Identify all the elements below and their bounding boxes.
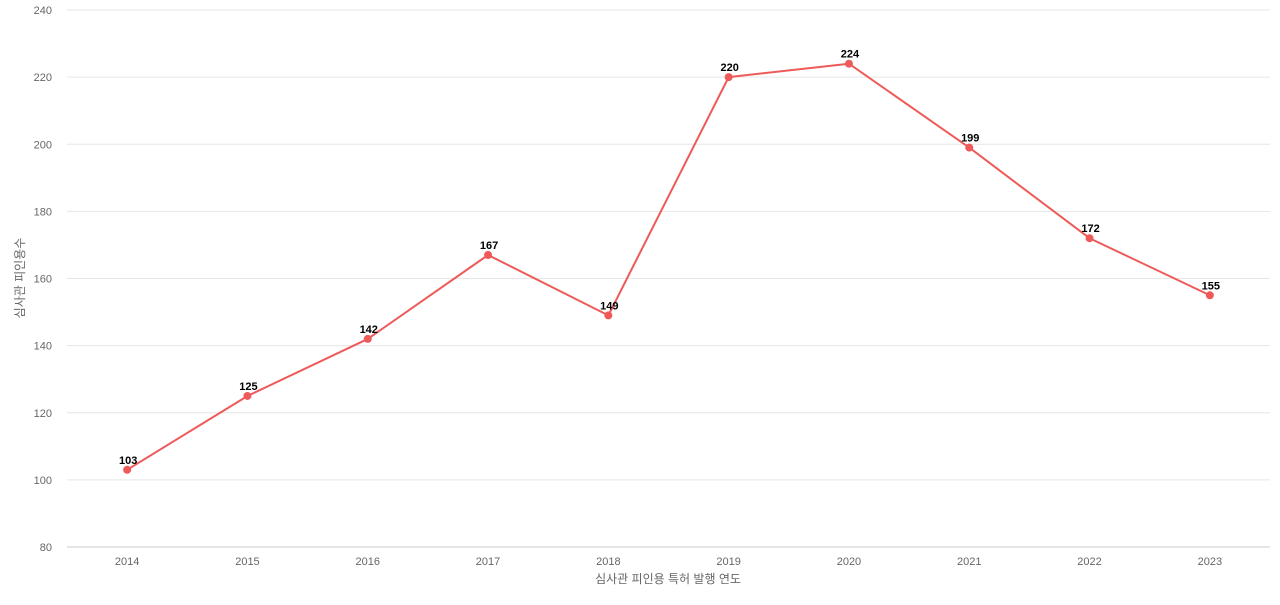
x-tick-label: 2022 bbox=[1077, 556, 1101, 568]
data-label: 149 bbox=[600, 300, 618, 312]
data-label: 224 bbox=[841, 49, 860, 61]
x-tick-label: 2019 bbox=[716, 556, 740, 568]
data-points bbox=[123, 59, 1214, 474]
data-point[interactable] bbox=[724, 73, 733, 82]
y-tick-label: 80 bbox=[40, 542, 52, 554]
y-tick-label: 180 bbox=[34, 206, 52, 218]
y-tick-label: 120 bbox=[34, 408, 52, 420]
data-point[interactable] bbox=[363, 334, 372, 343]
grid-lines bbox=[67, 9, 1270, 548]
data-point[interactable] bbox=[965, 143, 974, 152]
data-label: 142 bbox=[360, 324, 378, 336]
y-tick-label: 220 bbox=[34, 72, 52, 84]
data-labels: 103 125 142 167 149 220 224 199 172 155 bbox=[119, 49, 1220, 467]
data-label: 199 bbox=[961, 133, 979, 145]
series-line bbox=[126, 62, 1211, 471]
x-tick-label: 2020 bbox=[837, 556, 861, 568]
data-label: 167 bbox=[480, 240, 498, 252]
x-tick-label: 2014 bbox=[115, 556, 139, 568]
data-label: 220 bbox=[720, 62, 738, 74]
x-tick-label: 2021 bbox=[957, 556, 981, 568]
x-tick-label: 2018 bbox=[596, 556, 620, 568]
x-axis-ticks: 2014 2015 2016 2017 2018 2019 2020 2021 2022 2023 bbox=[115, 556, 1222, 568]
y-axis-ticks: 80 100 120 140 160 180 200 220 240 bbox=[34, 5, 52, 554]
x-tick-label: 2017 bbox=[476, 556, 500, 568]
x-axis-label: 심사관 피인용 특허 발행 연도 bbox=[595, 571, 741, 586]
data-point[interactable] bbox=[484, 251, 493, 260]
x-tick-label: 2015 bbox=[235, 556, 259, 568]
data-label: 125 bbox=[239, 381, 257, 393]
y-tick-label: 240 bbox=[34, 5, 52, 17]
series-polyline bbox=[126, 62, 1211, 471]
y-tick-label: 140 bbox=[34, 341, 52, 353]
x-tick-label: 2023 bbox=[1198, 556, 1222, 568]
x-tick-label: 2016 bbox=[356, 556, 380, 568]
y-tick-label: 200 bbox=[34, 139, 52, 151]
data-point[interactable] bbox=[243, 391, 252, 400]
data-point[interactable] bbox=[1205, 291, 1214, 300]
y-axis-label: 심사관 피인용수 bbox=[13, 238, 27, 319]
data-point[interactable] bbox=[123, 465, 132, 474]
data-point[interactable] bbox=[844, 59, 853, 68]
data-label: 172 bbox=[1081, 223, 1099, 235]
y-tick-label: 100 bbox=[34, 475, 52, 487]
data-label: 155 bbox=[1202, 280, 1220, 292]
y-tick-label: 160 bbox=[34, 274, 52, 286]
data-point[interactable] bbox=[604, 311, 613, 320]
data-point[interactable] bbox=[1085, 234, 1094, 243]
data-label: 103 bbox=[119, 455, 137, 467]
